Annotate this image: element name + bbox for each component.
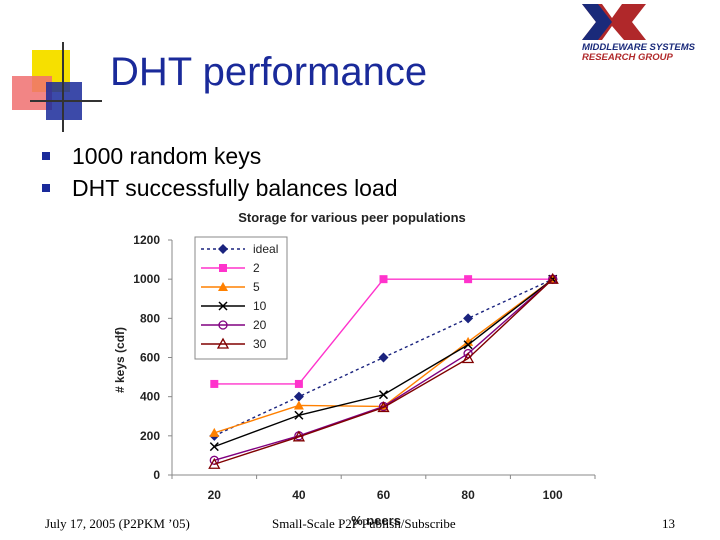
logo-text-line1: MIDDLEWARE SYSTEMS [582, 42, 696, 53]
legend-marker-5 [218, 282, 228, 291]
legend-label: 20 [253, 318, 267, 332]
y-tick-label: 400 [140, 390, 160, 404]
data-point-10 [463, 340, 473, 350]
x-tick-label: 40 [292, 488, 306, 502]
legend-box [194, 236, 288, 360]
bullet-text: DHT successfully balances load [72, 175, 398, 201]
deco-horizontal-line [30, 100, 102, 102]
data-point-30 [292, 430, 306, 442]
x-axis-label: % peers [351, 513, 401, 525]
data-point-10 [209, 442, 219, 452]
y-tick-label: 600 [140, 351, 160, 365]
storage-chart: Storage for various peer populations # k… [113, 210, 596, 525]
data-point-5 [293, 400, 304, 410]
data-point-30 [461, 352, 475, 364]
legend-label: 5 [253, 280, 260, 294]
x-tick-label: 20 [208, 488, 222, 502]
legend-label: 30 [253, 337, 267, 351]
data-point-2 [210, 379, 219, 388]
legend-marker-30 [216, 337, 230, 349]
legend-label: 2 [253, 261, 260, 275]
data-point-20 [209, 455, 219, 465]
data-point-30 [546, 272, 559, 284]
x-tick-label: 80 [461, 488, 475, 502]
logo-text-line2: RESEARCH GROUP [582, 52, 673, 62]
data-point-2 [379, 275, 388, 284]
data-point-2 [464, 275, 473, 284]
y-tick-label: 1000 [133, 272, 160, 286]
data-point-30 [377, 401, 390, 413]
bullet-item: 1000 random keys [42, 140, 398, 172]
data-point-ideal [293, 391, 304, 402]
series-line-30 [214, 278, 554, 465]
chart-title: Storage for various peer populations [238, 210, 466, 225]
y-tick-label: 800 [140, 311, 160, 325]
y-tick-label: 1200 [133, 233, 160, 247]
bullet-text: 1000 random keys [72, 143, 262, 169]
bullet-square-icon [42, 152, 50, 160]
data-point-10 [378, 390, 389, 400]
data-point-5 [209, 427, 220, 437]
y-tick-label: 0 [153, 468, 160, 482]
footer-center-title: Small-Scale P2P Publish/Subscribe [272, 516, 456, 531]
data-point-30 [208, 457, 221, 469]
data-point-ideal [463, 313, 474, 324]
x-tick-label: 60 [377, 488, 391, 502]
legend-marker-ideal [218, 244, 228, 254]
y-tick-label: 200 [140, 429, 160, 443]
legend-marker-2 [219, 264, 227, 272]
data-point-2 [294, 379, 303, 388]
x-tick-label: 100 [543, 488, 563, 502]
plot-area: 0 200 400 600 800 1000 1200 20 40 60 80 100 ideal 2 5 1… [133, 233, 596, 502]
deco-vertical-line [62, 42, 64, 132]
slide-title: DHT performance [110, 50, 428, 94]
y-axis-label: # keys (cdf) [113, 327, 127, 393]
bullet-list: 1000 random keys DHT successfully balanc… [42, 140, 398, 204]
deco-red-square [12, 76, 52, 110]
footer-date: July 17, 2005 (P2PKM ’05) [45, 516, 190, 531]
msrg-logo: MIDDLEWARE SYSTEMS RESEARCH GROUP [582, 4, 696, 62]
logo-shape-blue [582, 4, 612, 40]
data-point-ideal [378, 352, 389, 363]
legend-marker-20 [218, 320, 228, 330]
footer-slide-number: 13 [662, 516, 675, 531]
bullet-item: DHT successfully balances load [42, 172, 398, 204]
bullet-square-icon [42, 184, 50, 192]
legend-label: 10 [253, 299, 267, 313]
legend-marker-10 [218, 301, 228, 311]
data-point-10 [294, 410, 304, 420]
series-line-20 [214, 278, 554, 461]
legend-label: ideal [253, 242, 278, 256]
